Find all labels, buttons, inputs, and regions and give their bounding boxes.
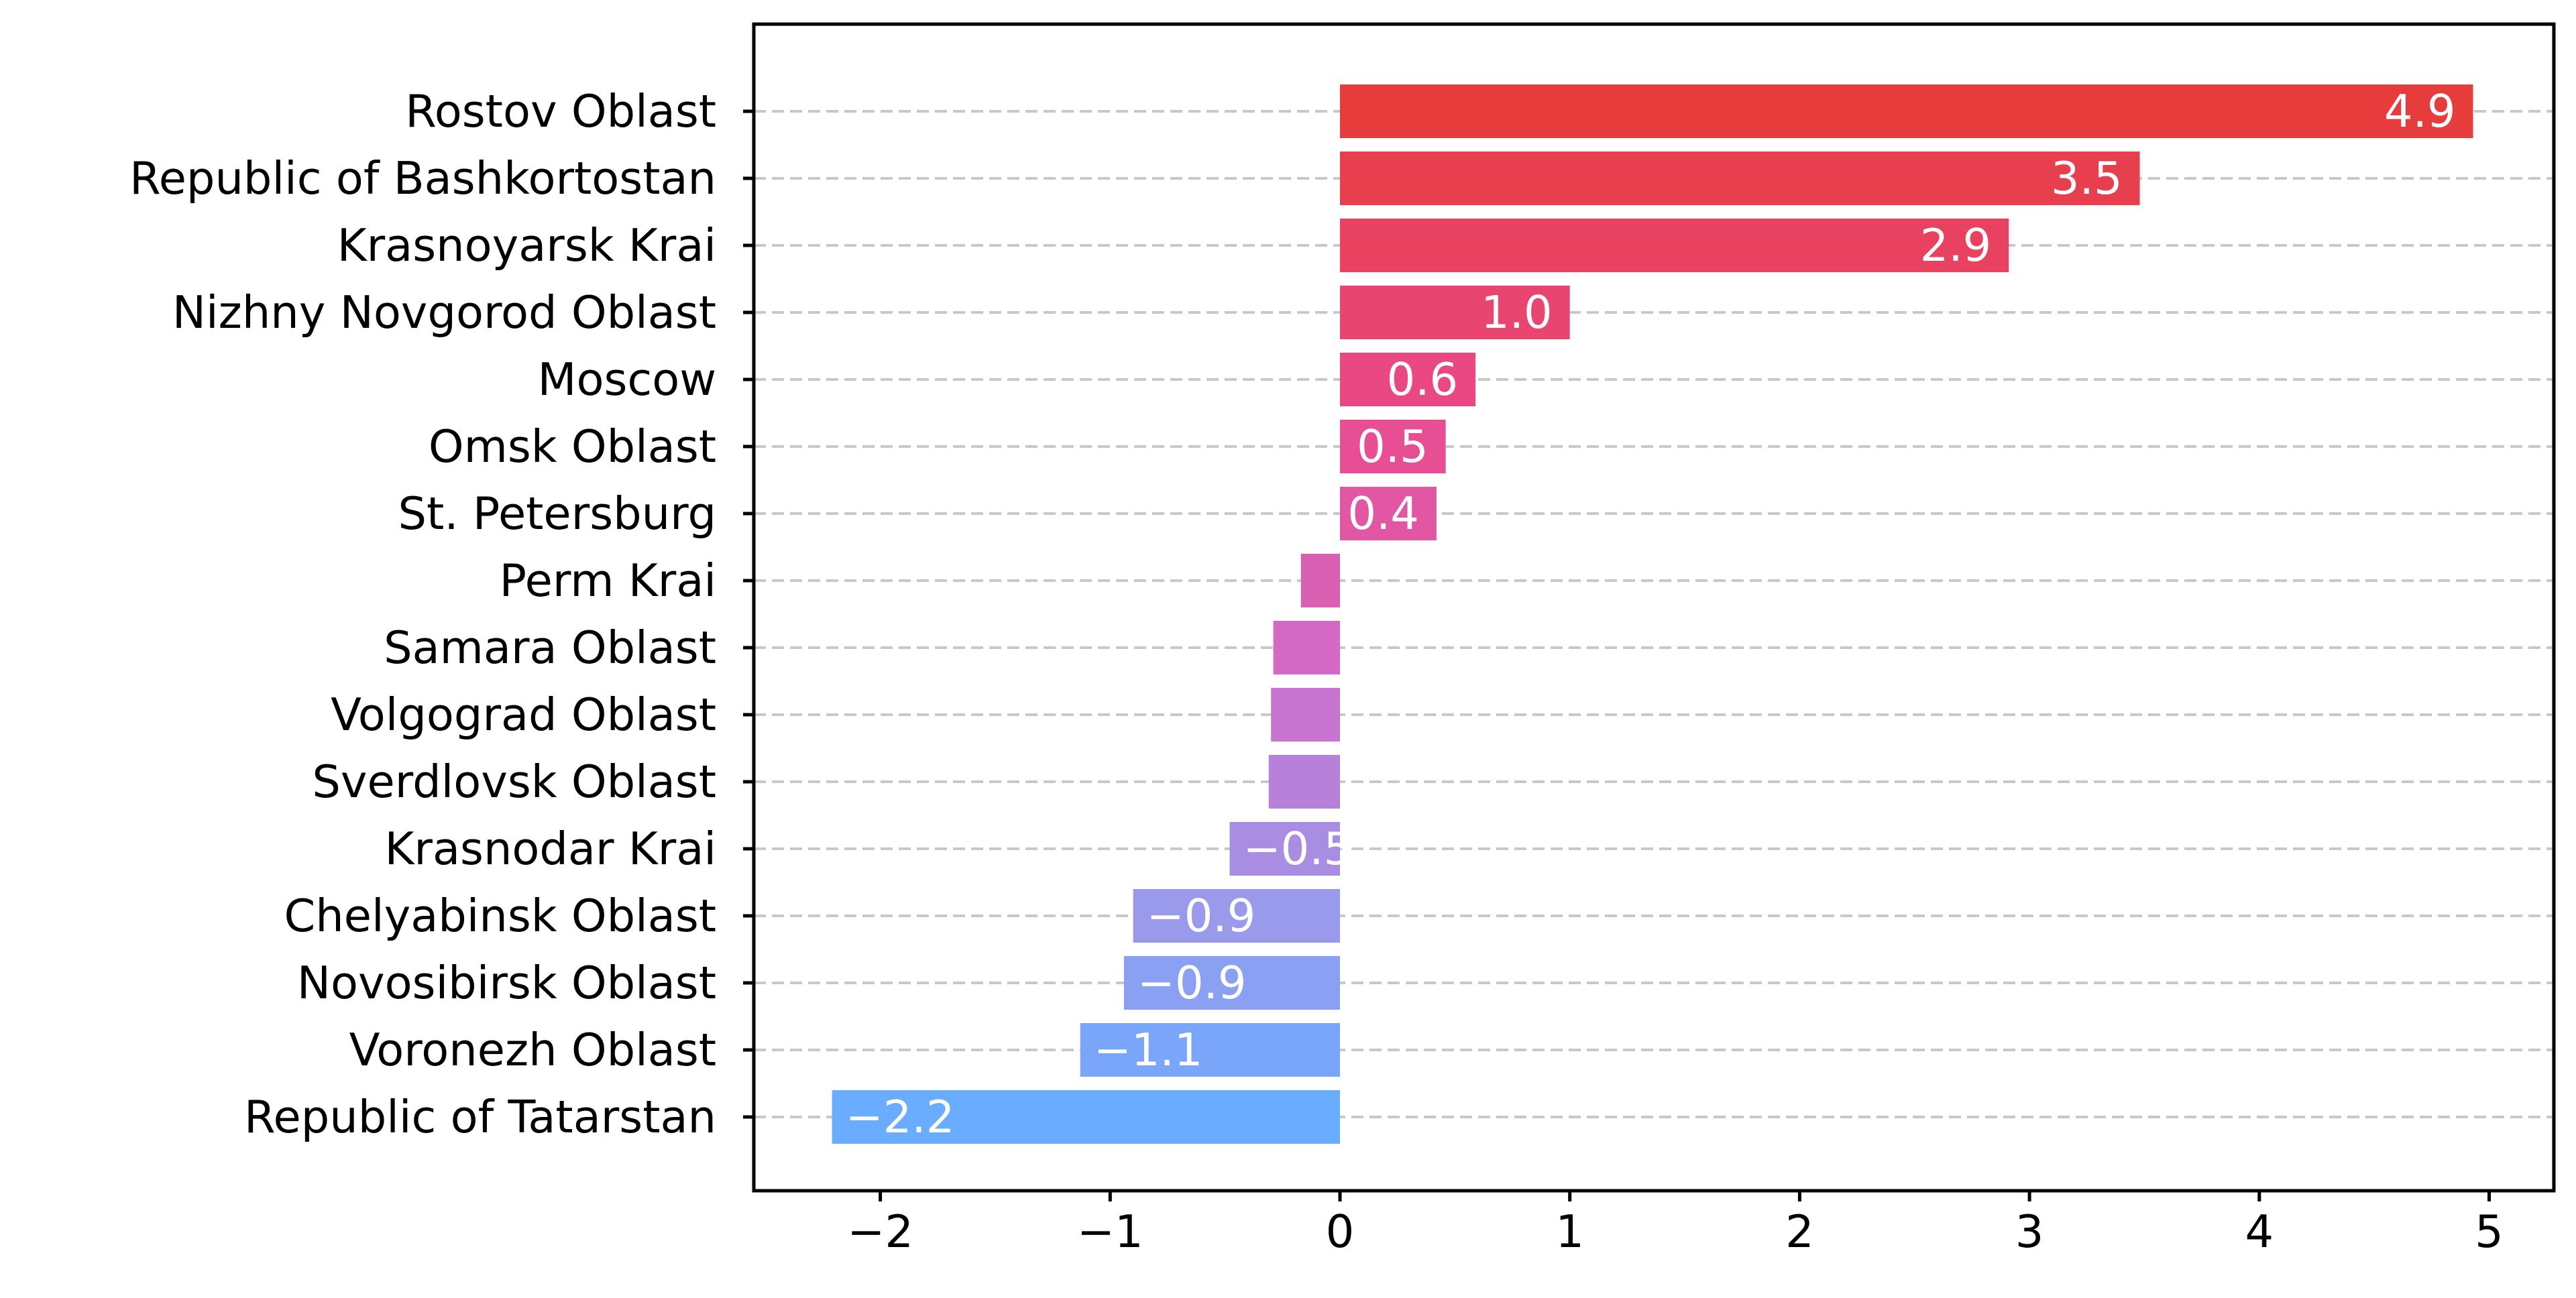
bar-value-label: −0.5 (1243, 823, 1353, 875)
y-tick-label: Omsk Oblast (429, 420, 716, 473)
bar (1340, 286, 1570, 339)
bar (1340, 152, 2140, 205)
y-tick-label: Novosibirsk Oblast (297, 957, 716, 1009)
bar (1123, 956, 1340, 1010)
y-tick-label: Krasnodar Krai (385, 823, 717, 875)
y-tick-label: St. Petersburg (398, 487, 716, 540)
y-tick-label: Republic of Bashkortostan (129, 152, 716, 204)
bar (1268, 755, 1340, 809)
y-axis-ticks: Rostov Oblast Republic of Bashkortostan Kr… (129, 85, 754, 1143)
y-tick-label: Samara Oblast (384, 622, 716, 674)
y-tick-label: Republic of Tatarstan (244, 1091, 716, 1143)
x-tick-label: 1 (1555, 1205, 1584, 1258)
y-tick-label: Rostov Oblast (405, 85, 716, 137)
y-tick-label: Voronezh Oblast (349, 1024, 716, 1076)
bar (1340, 487, 1437, 540)
bar (1300, 554, 1340, 607)
x-tick-label: −2 (847, 1205, 913, 1258)
bar (1340, 219, 2009, 272)
x-tick-label: 0 (1326, 1205, 1355, 1258)
bar-value-label: 1.0 (1481, 286, 1553, 339)
y-tick-label: Moscow (538, 353, 716, 406)
bar (1080, 1023, 1340, 1077)
bar-value-label: −2.2 (846, 1091, 955, 1143)
bar (1229, 822, 1340, 876)
bar-value-label: 0.5 (1357, 420, 1429, 473)
bar-value-label: 4.9 (2384, 85, 2456, 137)
y-tick-label: Sverdlovsk Oblast (312, 756, 716, 808)
bar (1133, 889, 1340, 943)
x-tick-label: 4 (2245, 1205, 2274, 1258)
y-tick-label: Nizhny Novgorod Oblast (172, 286, 716, 339)
y-tick-label: Krasnoyarsk Krai (337, 219, 716, 272)
bar (832, 1090, 1340, 1144)
y-tick-label: Perm Krai (500, 554, 716, 607)
x-tick-label: 2 (1785, 1205, 1814, 1258)
y-tick-label: Chelyabinsk Oblast (284, 890, 716, 942)
bar-value-label: 0.6 (1387, 353, 1459, 406)
bar (1271, 688, 1340, 742)
axes-frame (752, 22, 2556, 1193)
bar-value-label: 0.4 (1347, 487, 1419, 540)
bar-value-label: −0.9 (1137, 957, 1247, 1009)
y-tick-label: Volgograd Oblast (331, 689, 716, 741)
x-tick-label: 3 (2015, 1205, 2044, 1258)
x-tick-label: 5 (2475, 1205, 2504, 1258)
bar (1340, 84, 2473, 138)
bar (1340, 353, 1476, 406)
bars: 4.9 3.5 2.9 1.0 0.6 0.5 0.4 −0.5 −0.9 −0.9 −1.1 −2.… (832, 84, 2473, 1144)
bar-value-label: 3.5 (2051, 152, 2123, 204)
x-axis-ticks: −2 −1 0 1 2 3 4 5 (847, 1191, 2504, 1258)
bar (1273, 621, 1340, 674)
bar-value-label: −1.1 (1094, 1024, 1203, 1076)
bar-value-label: −0.9 (1147, 890, 1256, 942)
x-tick-label: −1 (1077, 1205, 1143, 1258)
bar (1340, 420, 1446, 473)
bar-value-label: 2.9 (1920, 219, 1992, 272)
